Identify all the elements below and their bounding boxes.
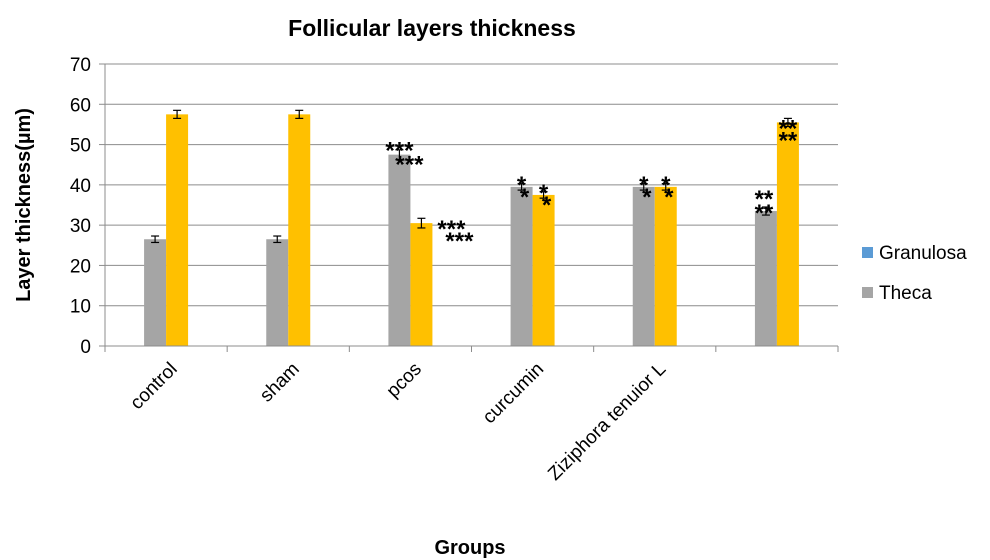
significance-mark: ** bbox=[779, 115, 798, 142]
significance-mark: * bbox=[664, 184, 674, 211]
x-tick-label: Ziziphora tenuior L bbox=[544, 359, 670, 485]
significance-mark: * bbox=[517, 172, 527, 199]
significance-mark: ** bbox=[779, 127, 798, 154]
y-tick-label: 70 bbox=[70, 55, 91, 76]
legend-label: Granulosa bbox=[879, 243, 967, 264]
chart-title: Follicular layers thickness bbox=[288, 15, 576, 41]
bar bbox=[754, 211, 777, 346]
bar bbox=[266, 239, 289, 346]
bar bbox=[288, 114, 311, 346]
x-tick-label: sham bbox=[256, 359, 304, 407]
significance-mark: * bbox=[520, 184, 530, 211]
bar bbox=[654, 186, 677, 346]
y-tick-label: 10 bbox=[70, 297, 91, 318]
significance-mark: * bbox=[661, 172, 671, 199]
bar bbox=[776, 122, 799, 347]
significance-mark: * bbox=[639, 172, 649, 199]
y-tick-label: 0 bbox=[80, 337, 91, 358]
axes bbox=[99, 63, 839, 352]
bars bbox=[144, 114, 799, 347]
y-tick-label: 30 bbox=[70, 216, 91, 237]
bar bbox=[166, 114, 189, 346]
legend-swatch bbox=[862, 287, 873, 298]
x-tick-label: curcumin bbox=[479, 359, 548, 428]
x-tick-label: pcos bbox=[383, 359, 426, 402]
y-tick-label: 60 bbox=[70, 95, 91, 116]
significance-mark: ** bbox=[755, 186, 774, 213]
significance-mark: * bbox=[539, 180, 549, 207]
grid bbox=[105, 63, 838, 307]
y-tick-label: 50 bbox=[70, 136, 91, 157]
legend-swatch bbox=[862, 247, 873, 258]
x-tick-label: control bbox=[126, 359, 181, 414]
significance-mark: *** bbox=[385, 138, 414, 165]
x-axis-title: Groups bbox=[434, 537, 505, 559]
error-bars bbox=[151, 109, 792, 244]
y-axis-title: Layer thickness(µm) bbox=[13, 108, 35, 302]
bar bbox=[410, 223, 433, 346]
significance-mark: *** bbox=[445, 228, 474, 255]
bar bbox=[144, 239, 167, 346]
bar bbox=[632, 186, 655, 346]
y-tick-label: 40 bbox=[70, 176, 91, 197]
legend: Granulosa Theca bbox=[862, 243, 967, 304]
bar bbox=[388, 154, 411, 346]
legend-label: Theca bbox=[879, 283, 932, 304]
significance-marks: ************** **** ** ******** bbox=[385, 115, 798, 255]
significance-mark: * bbox=[542, 192, 552, 219]
bar bbox=[532, 194, 555, 346]
bar bbox=[510, 186, 533, 346]
significance-mark: ** bbox=[755, 200, 774, 227]
y-tick-labels: 0 10 20 30 40 50 60 70 bbox=[70, 55, 91, 358]
significance-mark: * bbox=[642, 184, 652, 211]
significance-mark: *** bbox=[437, 216, 466, 243]
significance-mark: *** bbox=[395, 152, 424, 179]
y-tick-label: 20 bbox=[70, 256, 91, 277]
